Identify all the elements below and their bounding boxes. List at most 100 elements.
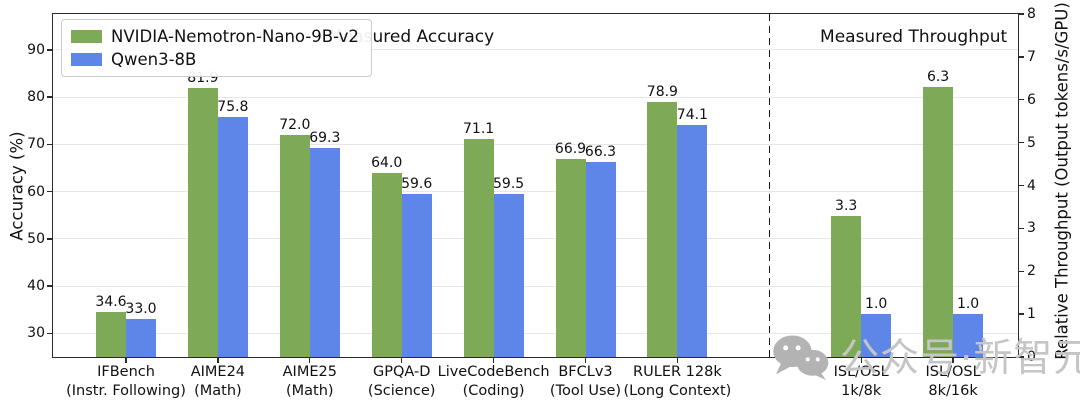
x-tick-label-line1: AIME24 xyxy=(190,364,246,380)
bar-value-label: 72.0 xyxy=(279,116,311,133)
grid-line xyxy=(53,285,1018,287)
y-tick-label-left: 90 xyxy=(27,41,45,58)
grid-line xyxy=(53,238,1018,240)
y-tick-label-right: 5 xyxy=(1027,134,1036,151)
bar-value-label: 3.3 xyxy=(835,197,858,214)
y-tick-label-left: 50 xyxy=(27,230,45,247)
y-tick-label-right: 4 xyxy=(1027,177,1036,194)
grid-line xyxy=(53,143,1018,145)
bar-nemotron xyxy=(923,86,954,357)
bar-value-label: 34.6 xyxy=(95,293,127,310)
bar-value-label: 59.5 xyxy=(493,176,525,192)
x-tick-label: ISL/OSL 8k/16k xyxy=(878,363,1028,400)
bar-value-label: 78.9 xyxy=(646,84,678,101)
x-tick-label: RULER 128k (Long Context) xyxy=(602,363,752,400)
bar-qwen xyxy=(585,161,616,357)
bar-qwen xyxy=(126,319,156,357)
y-tick-label-right: 8 xyxy=(1027,6,1036,22)
y-tick-mark-right xyxy=(1018,227,1024,230)
y-tick-label-right: 1 xyxy=(1027,306,1036,323)
x-tick-label-line1: GPQA-D xyxy=(372,364,431,380)
legend-item-nemotron: NVIDIA-Nemotron-Nano-9B-v2 xyxy=(71,25,359,48)
legend-label-nemotron: NVIDIA-Nemotron-Nano-9B-v2 xyxy=(111,27,359,46)
y-tick-label-right: 6 xyxy=(1027,91,1036,108)
legend-swatch-nemotron xyxy=(71,30,102,43)
bar-value-label: 74.1 xyxy=(676,107,708,124)
y-tick-mark-left xyxy=(47,285,53,287)
y-tick-label-right: 2 xyxy=(1027,263,1036,280)
y-axis-label-left: Accuracy (%) xyxy=(7,130,27,241)
bar-nemotron xyxy=(831,215,862,357)
x-tick-label: ISL/OSL 1k/8k xyxy=(786,363,936,400)
bar-value-label: 6.3 xyxy=(926,68,950,85)
y-tick-label-left: 60 xyxy=(27,183,45,200)
y-tick-mark-left xyxy=(47,49,53,51)
bar-nemotron xyxy=(187,88,218,357)
bar-nemotron xyxy=(463,139,494,357)
bar-value-label: 33.0 xyxy=(125,301,157,318)
x-tick-label: AIME24 (Math) xyxy=(143,363,293,400)
y-tick-label-right: 0 xyxy=(1027,349,1036,365)
y-tick-mark-left xyxy=(47,143,53,146)
y-tick-mark-right xyxy=(1018,270,1024,272)
bar-qwen xyxy=(493,194,524,357)
y-tick-mark-right xyxy=(1018,313,1024,315)
y-tick-mark-right xyxy=(1018,184,1024,187)
x-tick-mark xyxy=(860,357,862,363)
legend-item-qwen: Qwen3-8B xyxy=(71,48,359,71)
x-tick-label-line1: ISL/OSL xyxy=(833,364,889,380)
throughput-panel-title: Measured Throughput xyxy=(820,27,1008,47)
y-tick-label-right: 7 xyxy=(1027,48,1036,65)
y-tick-mark-right xyxy=(1018,356,1024,358)
y-tick-mark-left xyxy=(47,332,53,335)
x-tick-label: LiveCodeBench (Coding) xyxy=(419,363,569,400)
y-tick-mark-left xyxy=(47,238,53,240)
y-tick-label-left: 40 xyxy=(27,278,45,295)
x-tick-label-line2: 8k/16k xyxy=(928,382,978,399)
bar-value-label: 69.3 xyxy=(309,129,341,146)
grid-line xyxy=(53,332,1018,334)
y-tick-label-left: 80 xyxy=(27,89,45,106)
y-tick-label-left: 30 xyxy=(27,325,45,342)
grid-line xyxy=(53,96,1018,98)
x-tick-label-line2: (Science) xyxy=(367,382,436,399)
y-axis-label-right: Relative Throughput (Output tokens/s/GPU… xyxy=(1052,1,1072,360)
x-tick-label-line1: RULER 128k xyxy=(633,364,722,380)
x-tick-label-line2: 1k/8k xyxy=(841,382,882,399)
x-tick-label: IFBench (Instr. Following) xyxy=(51,363,201,400)
x-tick-label-line1: LiveCodeBench xyxy=(437,364,550,380)
section-divider xyxy=(768,14,771,357)
y-tick-label-right: 3 xyxy=(1027,220,1036,237)
bar-value-label: 64.0 xyxy=(371,154,403,171)
legend: NVIDIA-Nemotron-Nano-9B-v2 Qwen3-8B xyxy=(61,19,372,77)
x-tick-label-line1: IFBench xyxy=(97,364,155,380)
x-tick-label-line2: (Tool Use) xyxy=(549,382,622,399)
bar-value-label: 59.6 xyxy=(401,175,433,192)
legend-swatch-qwen xyxy=(71,53,102,66)
bar-qwen xyxy=(953,314,984,357)
bar-value-label: 66.9 xyxy=(554,141,587,158)
y-tick-mark-left xyxy=(47,96,53,98)
y-tick-mark-right xyxy=(1018,56,1024,58)
x-tick-mark xyxy=(952,357,954,363)
bar-value-label: 66.3 xyxy=(584,143,617,160)
bar-qwen xyxy=(861,314,892,357)
grid-line xyxy=(53,49,1018,51)
x-tick-mark xyxy=(309,357,311,363)
grid-line xyxy=(53,191,1018,193)
x-tick-label: GPQA-D (Science) xyxy=(327,363,477,400)
bar-nemotron xyxy=(279,134,310,357)
x-tick-label-line2: (Instr. Following) xyxy=(66,382,186,399)
x-tick-label: AIME25 (Math) xyxy=(235,363,385,400)
x-tick-label: BFCLv3 (Tool Use) xyxy=(511,363,661,400)
x-tick-mark xyxy=(676,357,679,363)
x-tick-label-line1: BFCLv3 xyxy=(558,364,613,380)
y-tick-mark-right xyxy=(1018,141,1024,144)
bar-nemotron xyxy=(96,311,126,357)
bar-qwen xyxy=(309,147,340,357)
bar-value-label: 75.8 xyxy=(217,98,249,115)
x-tick-mark xyxy=(125,357,127,363)
x-tick-label-line1: AIME25 xyxy=(282,364,337,380)
x-tick-mark xyxy=(492,357,495,363)
